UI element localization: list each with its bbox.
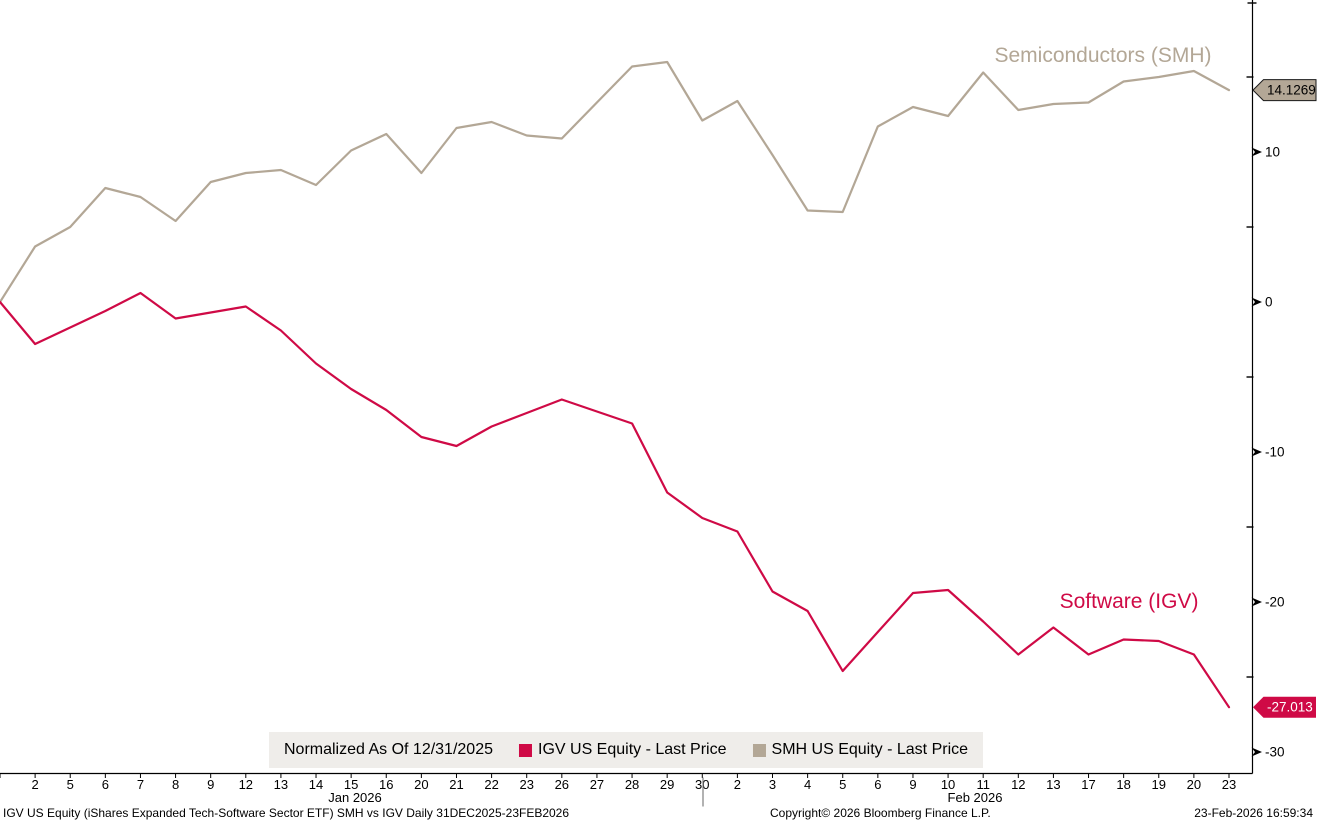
x-tick-label: 18 bbox=[1116, 777, 1130, 792]
smh-last-price-tag bbox=[1252, 79, 1317, 102]
x-tick-label: 20 bbox=[1187, 777, 1201, 792]
x-tick-label: 16 bbox=[379, 777, 393, 792]
x-tick-label: 10 bbox=[941, 777, 955, 792]
x-tick-label: 7 bbox=[137, 777, 144, 792]
month-label-feb: Feb 2026 bbox=[947, 790, 1003, 805]
x-tick-label: 13 bbox=[274, 777, 288, 792]
legend: Normalized As Of 12/31/2025 IGV US Equit… bbox=[268, 732, 984, 768]
x-tick-label: 19 bbox=[1152, 777, 1166, 792]
x-tick-label: 13 bbox=[1046, 777, 1060, 792]
smh-color-swatch bbox=[752, 743, 766, 757]
x-tick-label: 12 bbox=[1011, 777, 1025, 792]
x-tick-label: 22 bbox=[484, 777, 498, 792]
chart-description: IGV US Equity (iShares Expanded Tech-Sof… bbox=[3, 806, 570, 820]
x-tick-label: 5 bbox=[839, 777, 846, 792]
x-tick-label: 9 bbox=[207, 777, 214, 792]
y-tick-arrow bbox=[1251, 297, 1262, 307]
x-tick-label: 9 bbox=[909, 777, 916, 792]
y-tick-label: -10 bbox=[1265, 445, 1285, 460]
x-tick-label: 2 bbox=[31, 777, 38, 792]
x-tick-label: 6 bbox=[874, 777, 881, 792]
legend-item-smh: SMH US Equity - Last Price bbox=[752, 741, 969, 759]
copyright-notice: Copyright© 2026 Bloomberg Finance L.P. bbox=[770, 806, 991, 820]
y-tick-label: -20 bbox=[1265, 595, 1285, 610]
x-tick-label: 27 bbox=[590, 777, 604, 792]
igv-color-swatch bbox=[519, 743, 532, 757]
y-tick-label: 10 bbox=[1265, 145, 1280, 160]
igv-last-price-tag-label: -27.013 bbox=[1267, 700, 1313, 715]
x-tick-label: 3 bbox=[769, 777, 776, 792]
legend-label-smh: SMH US Equity - Last Price bbox=[771, 741, 969, 758]
y-tick-label: 0 bbox=[1265, 295, 1273, 310]
x-tick-label: 23 bbox=[1222, 777, 1236, 792]
y-tick-arrow bbox=[1251, 147, 1262, 157]
y-tick-label: -30 bbox=[1265, 745, 1285, 760]
x-tick-label: 29 bbox=[660, 777, 674, 792]
x-tick-label: 2 bbox=[734, 777, 741, 792]
legend-item-igv: IGV US Equity - Last Price bbox=[519, 741, 727, 759]
x-tick-label: 6 bbox=[102, 777, 109, 792]
month-label-jan: Jan 2026 bbox=[328, 790, 382, 805]
timestamp: 23-Feb-2026 16:59:34 bbox=[1194, 806, 1313, 820]
smh-last-price-tag-label: 14.1269 bbox=[1267, 83, 1316, 98]
legend-label-igv: IGV US Equity - Last Price bbox=[538, 741, 727, 758]
x-tick-label: 28 bbox=[625, 777, 639, 792]
igv-last-price-tag bbox=[1253, 696, 1316, 718]
smh-price-line bbox=[0, 60, 1231, 304]
y-tick-arrow bbox=[1251, 597, 1262, 607]
x-tick-label: 4 bbox=[804, 777, 811, 792]
series-label-smh: Semiconductors (SMH) bbox=[994, 44, 1212, 67]
legend-title: Normalized As Of 12/31/2025 bbox=[283, 741, 493, 758]
x-tick-label: 11 bbox=[976, 777, 990, 792]
x-tick-label: 26 bbox=[555, 777, 569, 792]
x-tick-label: 30 bbox=[695, 777, 709, 792]
y-tick-arrow bbox=[1251, 447, 1262, 457]
x-tick-label: 15 bbox=[344, 777, 358, 792]
x-tick-label: 12 bbox=[239, 777, 253, 792]
x-tick-label: 17 bbox=[1081, 777, 1095, 792]
x-tick-label: 21 bbox=[449, 777, 463, 792]
x-tick-label: 8 bbox=[172, 777, 179, 792]
y-tick-arrow bbox=[1251, 747, 1262, 757]
series-label-igv: Software (IGV) bbox=[1059, 590, 1199, 613]
x-tick-label: 23 bbox=[519, 777, 533, 792]
x-tick-label: 5 bbox=[67, 777, 74, 792]
x-tick-label: 20 bbox=[414, 777, 428, 792]
x-tick-label: 14 bbox=[309, 777, 323, 792]
igv-price-line bbox=[0, 291, 1231, 709]
